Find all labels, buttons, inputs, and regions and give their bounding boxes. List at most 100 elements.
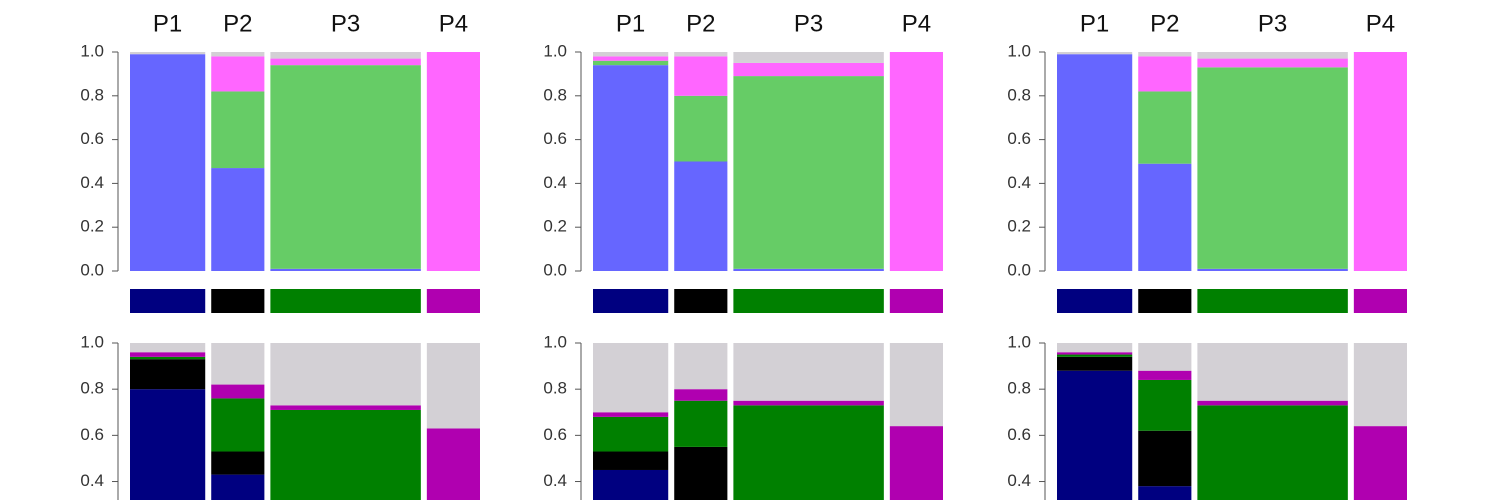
- bar-segment: [1353, 52, 1407, 271]
- y-tick-label: 0.6: [80, 129, 104, 148]
- bar-segment: [1138, 56, 1192, 92]
- group-color-bar: [130, 289, 206, 313]
- y-tick-label: 1.0: [80, 332, 104, 351]
- y-tick-label: 0.6: [543, 129, 567, 148]
- bar-segment: [593, 412, 669, 417]
- bar-segment: [130, 352, 206, 357]
- category-label: P1: [1080, 10, 1109, 37]
- category-label: P4: [1366, 10, 1395, 37]
- bar-segment: [1138, 163, 1192, 271]
- y-tick-label: 1.0: [543, 332, 567, 351]
- y-tick-label: 1.0: [80, 41, 104, 60]
- y-tick-label: 0.8: [1007, 379, 1031, 398]
- category-label: P4: [439, 10, 468, 37]
- group-color-bar: [593, 289, 669, 313]
- bar-segment: [733, 52, 884, 63]
- bar-segment: [426, 428, 480, 500]
- bar-segment: [270, 52, 421, 59]
- bar-segment: [270, 405, 421, 410]
- bar-segment: [889, 343, 943, 427]
- category-label: P2: [686, 10, 715, 37]
- bar-segment: [270, 58, 421, 66]
- bar-segment: [733, 400, 884, 406]
- y-tick-label: 1.0: [543, 41, 567, 60]
- bar-segment: [211, 168, 265, 271]
- bar-segment: [674, 446, 728, 500]
- bar-segment: [426, 52, 480, 271]
- y-tick-label: 0.4: [80, 173, 104, 192]
- bar-segment: [211, 474, 265, 500]
- category-label: P4: [902, 10, 931, 37]
- group-color-bar: [1197, 289, 1348, 313]
- bar-segment: [733, 62, 884, 77]
- bar-segment: [270, 268, 421, 271]
- bar-segment: [889, 52, 943, 271]
- bar-segment: [130, 52, 206, 55]
- bar-segment: [211, 343, 265, 385]
- bar-segment: [130, 359, 206, 390]
- bar-segment: [733, 76, 884, 269]
- bar-segment: [674, 343, 728, 390]
- bar-segment: [593, 56, 669, 61]
- bar-segment: [1197, 58, 1348, 68]
- bar-segment: [211, 52, 265, 57]
- bar-segment: [270, 409, 421, 500]
- y-tick-label: 0.4: [1007, 173, 1031, 192]
- bar-segment: [1138, 370, 1192, 380]
- bar-segment: [1197, 343, 1348, 401]
- y-tick-label: 0.6: [1007, 425, 1031, 444]
- bar-segment: [1197, 67, 1348, 269]
- group-color-bar: [733, 289, 884, 313]
- group-color-bar: [1138, 289, 1192, 313]
- y-tick-label: 0.8: [1007, 85, 1031, 104]
- bar-segment: [593, 469, 669, 500]
- group-color-bar: [211, 289, 265, 313]
- bar-segment: [733, 405, 884, 500]
- y-tick-label: 0.2: [1007, 217, 1031, 236]
- bar-segment: [1057, 352, 1133, 355]
- y-tick-label: 0.0: [80, 260, 104, 279]
- bar-segment: [674, 95, 728, 162]
- bar-segment: [593, 65, 669, 271]
- bar-segment: [674, 161, 728, 271]
- bar-segment: [130, 343, 206, 353]
- y-tick-label: 1.0: [1007, 332, 1031, 351]
- bar-segment: [270, 65, 421, 269]
- bar-segment: [593, 343, 669, 413]
- bar-segment: [674, 400, 728, 447]
- category-label: P2: [1150, 10, 1179, 37]
- y-tick-label: 0.6: [80, 425, 104, 444]
- y-tick-label: 0.8: [543, 379, 567, 398]
- bar-segment: [733, 343, 884, 401]
- y-tick-label: 0.4: [1007, 471, 1031, 490]
- bar-segment: [593, 52, 669, 57]
- group-color-bar: [1353, 289, 1407, 313]
- bar-segment: [1138, 430, 1192, 487]
- bar-segment: [1057, 54, 1133, 271]
- bar-segment: [674, 56, 728, 96]
- bar-segment: [674, 52, 728, 57]
- y-tick-label: 0.6: [543, 425, 567, 444]
- bar-segment: [211, 384, 265, 399]
- group-color-bar: [889, 289, 943, 313]
- bar-segment: [1057, 370, 1133, 500]
- bar-segment: [130, 54, 206, 271]
- group-color-bar: [674, 289, 728, 313]
- y-tick-label: 0.2: [543, 217, 567, 236]
- y-tick-label: 1.0: [1007, 41, 1031, 60]
- y-tick-label: 0.6: [1007, 129, 1031, 148]
- bar-segment: [1057, 52, 1133, 55]
- bar-segment: [426, 343, 480, 429]
- bar-segment: [674, 389, 728, 401]
- y-tick-label: 0.4: [80, 471, 104, 490]
- y-tick-label: 0.4: [543, 173, 567, 192]
- bar-segment: [1057, 343, 1133, 353]
- bar-segment: [1197, 52, 1348, 59]
- group-color-bar: [1057, 289, 1133, 313]
- category-label: P1: [616, 10, 645, 37]
- bar-segment: [1353, 343, 1407, 427]
- bar-segment: [211, 398, 265, 452]
- category-label: P2: [223, 10, 252, 37]
